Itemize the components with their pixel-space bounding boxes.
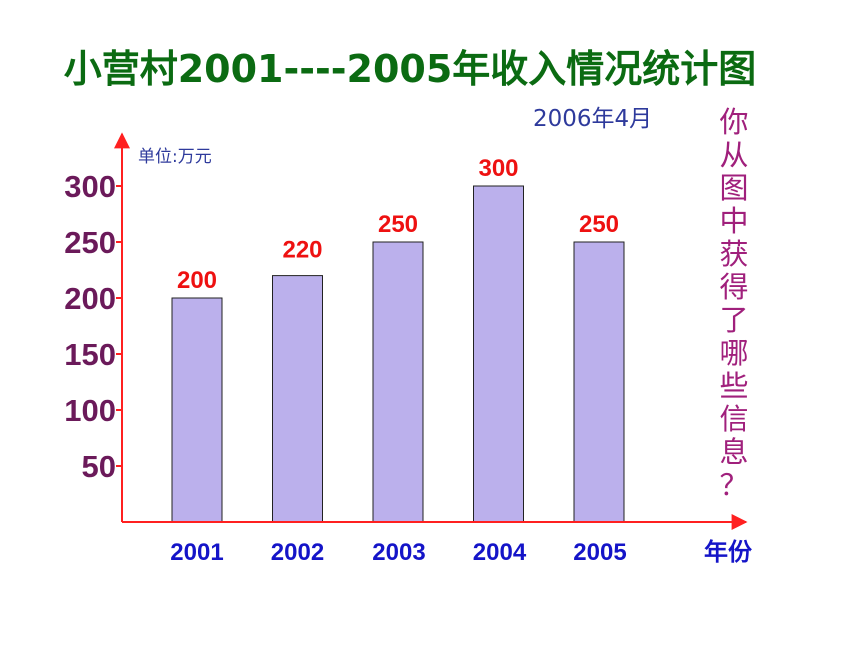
data-label-2005: 250 [579, 211, 619, 238]
data-label-2002: 220 [282, 237, 322, 264]
bar-2003 [372, 241, 424, 523]
y-tick-label-100: 100 [64, 393, 116, 428]
side-question-char: 得 [719, 270, 749, 304]
side-question-char: 些 [719, 369, 749, 403]
y-tick-label-150: 150 [64, 337, 116, 372]
x-axis-label: 年份 [704, 538, 753, 566]
side-question-char: ？ [719, 468, 749, 502]
y-tick-label-50: 50 [82, 449, 116, 484]
y-tick-label-300: 300 [64, 169, 116, 204]
x-tick-label-2004: 2004 [473, 539, 527, 566]
chart-title: 小营村2001----2005年收入情况统计图 [63, 47, 757, 91]
side-question-char: 从 [719, 138, 749, 172]
data-label-2001: 200 [177, 267, 217, 294]
date-label: 2006年4月 [533, 106, 653, 132]
side-question-char: 哪 [719, 336, 749, 370]
side-question-char: 息 [719, 435, 749, 469]
side-question: 你从图中获得了哪些信息？ [716, 106, 752, 502]
bar-2005 [573, 241, 625, 523]
side-question-char: 中 [719, 204, 749, 238]
bar-2002 [272, 275, 323, 523]
data-label-2004: 300 [478, 155, 518, 182]
side-question-char: 获 [719, 237, 749, 271]
bar-2004 [473, 185, 524, 523]
x-tick-label-2005: 2005 [573, 539, 626, 566]
side-question-char: 了 [719, 303, 749, 337]
side-question-char: 图 [719, 171, 749, 205]
bar-2001 [171, 297, 223, 523]
x-tick-label-2003: 2003 [372, 539, 425, 566]
y-tick-label-250: 250 [64, 225, 116, 260]
y-axis-unit-label: 单位:万元 [138, 147, 212, 167]
x-tick-label-2002: 2002 [271, 539, 324, 566]
x-tick-label-2001: 2001 [170, 539, 223, 566]
data-label-2003: 250 [378, 211, 418, 238]
y-tick-label-200: 200 [64, 281, 116, 316]
side-question-char: 你 [719, 105, 749, 139]
side-question-char: 信 [719, 402, 749, 436]
